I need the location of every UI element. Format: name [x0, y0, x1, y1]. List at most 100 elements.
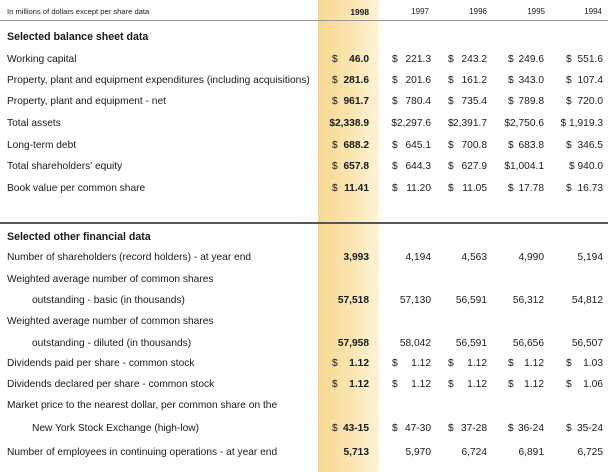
balance-value: 11.20 [406, 183, 431, 194]
other-value: 1.12 [349, 358, 369, 369]
header-rule [0, 20, 608, 21]
other-row-label: Number of shareholders (record holders) … [7, 252, 252, 263]
balance-value: 346.5 [577, 140, 604, 151]
balance-currency-sign: $ [392, 183, 398, 194]
balance-currency-sign: $ [508, 75, 514, 86]
other-value: 47-30 [404, 423, 431, 434]
other-value: 57,518 [337, 295, 369, 306]
other-row-label: Weighted average number of common shares [7, 274, 214, 285]
other-value: 56,591 [455, 295, 487, 306]
balance-value: 683.8 [518, 140, 545, 151]
other-value: 1.12 [524, 379, 544, 390]
other-value: 36-24 [517, 423, 544, 434]
balance-value: 11.41 [344, 183, 369, 194]
other-currency-sign: $ [508, 358, 514, 369]
balance-currency-sign: $ [332, 75, 338, 86]
balance-row-label: Book value per common share [7, 183, 146, 194]
balance-value: 221.3 [405, 54, 432, 65]
other-currency-sign: $ [566, 423, 572, 434]
balance-currency-sign: $ [448, 75, 454, 86]
balance-value: 161.2 [461, 75, 488, 86]
year-1995: 1995 [527, 7, 545, 16]
other-currency-sign: $ [448, 379, 454, 390]
other-value: 5,970 [405, 447, 432, 458]
balance-currency-sign: $ [392, 75, 398, 86]
balance-currency-sign: $ [448, 140, 454, 151]
balance-row-label: Property, plant and equipment expenditur… [7, 75, 310, 86]
balance-currency-sign: $ [566, 140, 572, 151]
other-value: 1.12 [349, 379, 369, 390]
balance-currency-sign: $ [392, 140, 398, 151]
other-value: 56,591 [455, 338, 487, 349]
other-row-label: Dividends paid per share - common stock [7, 358, 195, 369]
balance-currency-sign: $ [448, 183, 454, 194]
balance-value: 688.2 [343, 140, 370, 151]
other-value: 6,725 [577, 447, 604, 458]
balance-value: 645.1 [405, 140, 432, 151]
balance-currency-sign: $ [332, 161, 338, 172]
other-value: 57,130 [399, 295, 431, 306]
other-value: 1.12 [467, 379, 487, 390]
other-value: 56,312 [512, 295, 544, 306]
balance-currency-sign: $ [392, 54, 398, 65]
other-currency-sign: $ [566, 358, 572, 369]
other-value: 4,563 [461, 252, 488, 263]
other-value: 58,042 [399, 338, 431, 349]
balance-value: 780.4 [405, 96, 432, 107]
balance-currency-sign: $ [566, 75, 572, 86]
other-value: 1.12 [467, 358, 487, 369]
balance-currency-sign: $ [392, 161, 398, 172]
balance-currency-sign: $ [332, 96, 338, 107]
balance-currency-sign: $ [332, 183, 338, 194]
other-value: 56,507 [571, 338, 603, 349]
balance-row-label: Long-term debt [7, 140, 77, 151]
balance-value: 343.0 [518, 75, 545, 86]
balance-currency-sign: $ [508, 140, 514, 151]
balance-currency-sign: $ [508, 183, 514, 194]
balance-section-title: Selected balance sheet data [7, 31, 149, 43]
other-value: 6,724 [461, 447, 488, 458]
other-value: 3,993 [343, 252, 370, 263]
balance-value: 107.4 [577, 75, 604, 86]
other-row-label: Number of employees in continuing operat… [7, 447, 278, 458]
year-1996: 1996 [469, 7, 487, 16]
other-section-title: Selected other financial data [7, 231, 151, 243]
other-value: 57,958 [337, 338, 369, 349]
balance-currency-sign: $ [448, 118, 454, 129]
balance-value: 17.78 [518, 183, 545, 194]
balance-value: 243.2 [461, 54, 488, 65]
other-row-label: New York Stock Exchange (high-low) [32, 423, 200, 434]
balance-value: 249.6 [518, 54, 545, 65]
other-currency-sign: $ [332, 379, 338, 390]
balance-value: 789.8 [518, 96, 545, 107]
balance-value: $1,004.1 [504, 161, 544, 172]
balance-currency-sign: $ [508, 54, 514, 65]
highlight-column-1998 [318, 0, 379, 472]
balance-value: $2,297.6 [391, 118, 431, 129]
balance-value: 961.7 [343, 96, 370, 107]
balance-value: 657.8 [343, 161, 370, 172]
other-value: 1.03 [583, 358, 603, 369]
balance-value: 644.3 [405, 161, 432, 172]
balance-currency-sign: $ [566, 96, 572, 107]
balance-value: 627.9 [461, 161, 488, 172]
other-value: 56,656 [512, 338, 544, 349]
other-row-label: Weighted average number of common shares [7, 316, 214, 327]
other-currency-sign: $ [332, 423, 338, 434]
other-value: 54,812 [571, 295, 603, 306]
other-currency-sign: $ [448, 358, 454, 369]
other-value: 1.12 [524, 358, 544, 369]
other-value: 43-15 [342, 423, 369, 434]
other-value: 1.12 [411, 379, 431, 390]
other-currency-sign: $ [392, 379, 398, 390]
year-1998: 1998 [350, 7, 369, 17]
balance-value: 700.8 [461, 140, 488, 151]
balance-currency-sign: $ [392, 96, 398, 107]
balance-value: 2,391.7 [453, 118, 487, 129]
balance-value: 735.4 [461, 96, 488, 107]
balance-row-label: Property, plant and equipment - net [7, 96, 166, 107]
balance-value: $2,750.6 [504, 118, 544, 129]
balance-value: 201.6 [405, 75, 432, 86]
balance-value: $2,338.9 [329, 118, 369, 129]
other-currency-sign: $ [392, 423, 398, 434]
